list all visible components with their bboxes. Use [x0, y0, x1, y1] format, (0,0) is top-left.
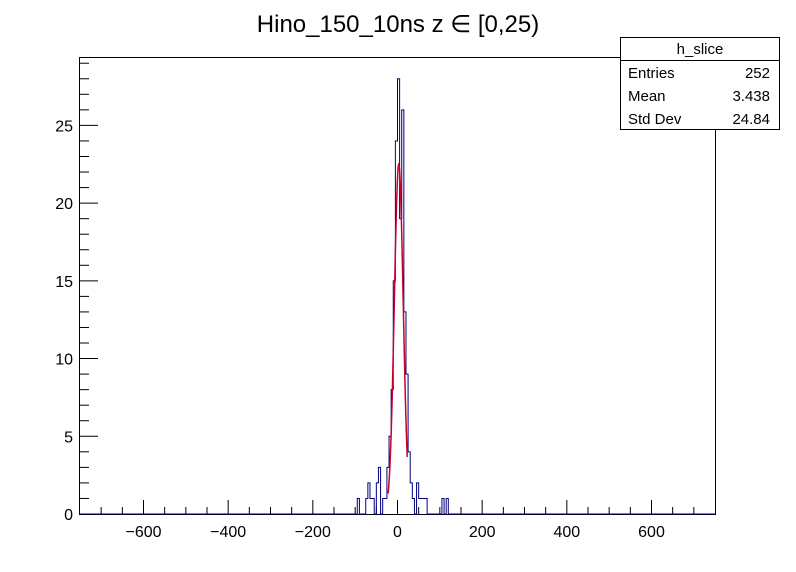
- stats-mean-value: 3.438: [732, 88, 770, 105]
- y-tick-label: 25: [55, 118, 73, 135]
- stats-box: h_slice Entries 252 Mean 3.438 Std Dev 2…: [620, 37, 780, 130]
- x-axis: −600 −400 −200 0 200 400 600: [100, 500, 695, 541]
- stats-entries-label: Entries: [628, 65, 675, 82]
- y-tick-label: 10: [55, 352, 73, 369]
- stats-std-label: Std Dev: [628, 111, 682, 128]
- y-tick-label: 20: [55, 196, 73, 213]
- stats-std-value: 24.84: [732, 111, 770, 128]
- stats-box-frame: [620, 37, 780, 130]
- x-tick-label: −200: [295, 524, 331, 541]
- x-tick-label: −600: [125, 524, 161, 541]
- x-tick-label: 200: [469, 524, 496, 541]
- y-axis: 0 5 10 15 20 25: [55, 62, 98, 524]
- x-tick-label: 0: [393, 524, 402, 541]
- stats-mean-label: Mean: [628, 88, 666, 105]
- y-tick-label: 5: [64, 429, 73, 446]
- y-tick-label: 0: [64, 507, 73, 524]
- x-tick-label: −400: [210, 524, 246, 541]
- x-tick-label: 400: [553, 524, 580, 541]
- chart-title: Hino_150_10ns z ∈ [0,25): [257, 11, 539, 38]
- x-tick-label: 600: [638, 524, 665, 541]
- y-tick-label: 15: [55, 274, 73, 291]
- histogram-line: [80, 78, 715, 515]
- stats-histogram-name: h_slice: [677, 41, 724, 58]
- stats-entries-value: 252: [745, 65, 770, 82]
- gaussian-fit-curve: [387, 162, 408, 494]
